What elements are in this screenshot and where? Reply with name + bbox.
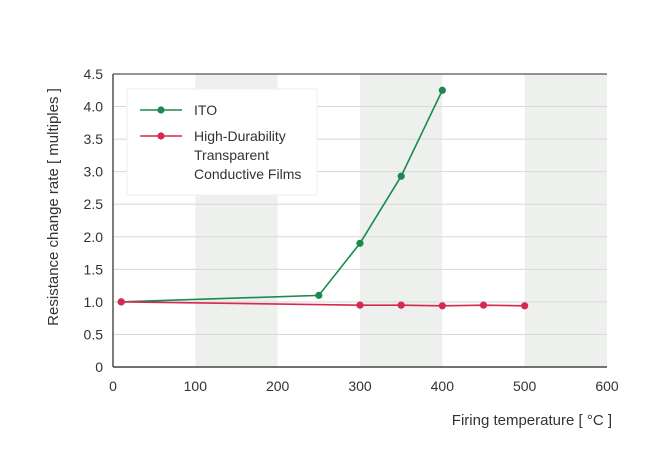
x-tick-label: 0: [109, 378, 117, 394]
y-tick-label: 0: [95, 359, 103, 375]
y-tick-label: 0.5: [84, 326, 104, 342]
data-point-0-3: [397, 172, 405, 180]
x-tick-label: 300: [348, 378, 372, 394]
y-tick-label: 4.5: [84, 66, 104, 82]
legend-marker-0: [157, 106, 165, 114]
legend-label: High-Durability: [194, 128, 286, 144]
y-tick-label: 4.0: [84, 99, 104, 115]
series-line-1: [121, 301, 525, 307]
y-tick-label: 1.5: [84, 261, 104, 277]
x-tick-label: 400: [431, 378, 455, 394]
data-point-0-4: [438, 86, 446, 94]
legend-box: [126, 88, 318, 196]
data-point-1-2: [397, 301, 405, 309]
x-axis-label: Firing temperature [ °C ]: [452, 412, 612, 429]
series-layer: [117, 86, 529, 310]
x-tick-label: 100: [184, 378, 208, 394]
data-point-0-2: [356, 239, 364, 247]
data-point-1-1: [356, 301, 364, 309]
shaded-band-1: [360, 74, 443, 367]
y-tick-label: 3.5: [84, 131, 104, 147]
legend: ITO High-Durability Transparent Conductive …: [126, 88, 318, 196]
data-point-1-3: [438, 302, 446, 310]
legend-marker-1: [157, 132, 165, 140]
data-point-0-1: [315, 291, 323, 299]
x-tick-label: 200: [266, 378, 290, 394]
shaded-band-2: [524, 74, 607, 367]
legend-label: Transparent: [194, 147, 269, 163]
legend-label: Conductive Films: [194, 166, 301, 182]
y-tick-label: 3.0: [84, 164, 104, 180]
data-point-1-0: [117, 298, 125, 306]
x-tick-label: 500: [513, 378, 537, 394]
y-axis: 0 0.5 1.0 1.5 2.0 2.5 3.0 3.5 4.0 4.5: [84, 66, 114, 375]
data-point-1-4: [479, 301, 488, 309]
y-axis-label: Resistance change rate [ multiples ]: [45, 88, 62, 326]
y-tick-label: 2.5: [84, 196, 104, 212]
x-tick-label: 600: [595, 378, 619, 394]
y-tick-label: 2.0: [84, 229, 104, 245]
data-point-1-5: [521, 302, 529, 310]
y-tick-label: 1.0: [84, 294, 104, 310]
legend-label: ITO: [194, 102, 217, 118]
x-axis: 0 100 200 300 400 500 600: [109, 366, 619, 394]
grid-lines: [113, 73, 607, 335]
